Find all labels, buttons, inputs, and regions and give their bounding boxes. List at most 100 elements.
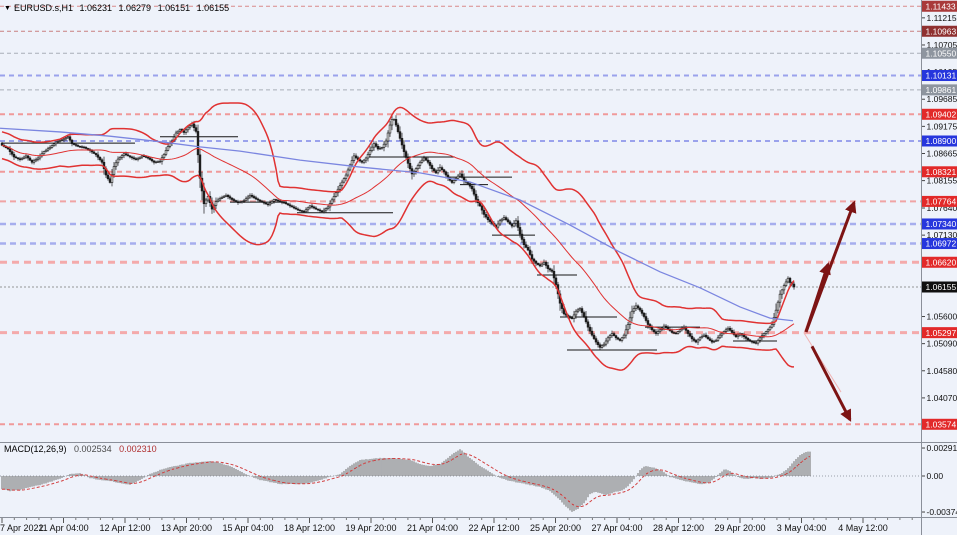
candle-body [330, 199, 334, 204]
price-level-badge-label: 1.08321 [926, 167, 957, 177]
candle-body [274, 199, 278, 201]
candle-body [120, 155, 124, 158]
time-label: 11 Apr 04:00 [38, 523, 88, 533]
macd-scale-label: 0.00 [927, 471, 944, 481]
candle-body [248, 194, 252, 198]
candle-body [684, 326, 688, 331]
candle-body [158, 160, 162, 163]
candle-body [788, 277, 792, 283]
down-arrow[interactable] [810, 345, 852, 422]
candle-body [280, 201, 284, 203]
candle-body [148, 157, 152, 160]
candle-body [678, 329, 682, 332]
candle-body [214, 201, 218, 206]
price-scale[interactable]: 1.112151.107051.101951.096851.091751.086… [921, 0, 957, 535]
candle-body [116, 158, 120, 164]
candle-body [372, 143, 376, 148]
candle-body [786, 277, 790, 283]
candle-body [498, 220, 502, 225]
slow-ma-line [0, 127, 794, 322]
price-tick-label: 1.05090 [927, 339, 957, 349]
candle-body [650, 326, 654, 331]
macd-histogram[interactable] [1, 449, 811, 512]
candle-body [474, 193, 478, 200]
candle-body [278, 200, 282, 203]
price-level-badge [922, 327, 957, 339]
candle-body [314, 207, 318, 210]
price-level-badge [922, 166, 957, 178]
candle-body [254, 197, 258, 200]
candle-body [734, 334, 738, 338]
candle-body [406, 157, 410, 164]
candle-body [548, 268, 552, 271]
macd-indicator-pane[interactable]: MACD(12,26,9) 0.002534 0.002310 [0, 442, 921, 518]
candle-body [44, 149, 48, 152]
price-chart-canvas[interactable] [0, 0, 921, 442]
candle-body [86, 148, 90, 150]
candle-body [750, 340, 754, 343]
candle-body [782, 285, 786, 291]
candle-body [652, 329, 656, 332]
candle-body [702, 334, 706, 337]
time-label: 27 Apr 04:00 [591, 523, 642, 533]
candle-body [500, 218, 504, 222]
candle-body [428, 161, 432, 166]
candle-body [260, 200, 264, 203]
candle-body [696, 339, 700, 343]
candle-body [522, 239, 526, 246]
candle-body [268, 202, 272, 206]
price-level-badge-label: 1.09402 [926, 109, 957, 119]
candle-body [692, 338, 696, 341]
candle-body [48, 147, 52, 150]
price-tick-label: 1.08155 [927, 176, 957, 186]
candle-body [346, 169, 350, 176]
candle-body [144, 156, 148, 158]
candle-body [242, 200, 246, 202]
candle-body [154, 161, 158, 164]
candle-body [282, 202, 286, 204]
candle-body [380, 147, 384, 149]
candle-body [540, 263, 544, 267]
candle-body [604, 340, 608, 345]
up-arrow-short[interactable] [804, 262, 831, 333]
candle-body [388, 124, 392, 134]
candle-body [590, 330, 594, 336]
candle-body [56, 141, 60, 143]
candle-body [602, 343, 606, 347]
candle-body [552, 271, 556, 279]
candle-body [622, 334, 626, 339]
candle-body [438, 167, 442, 171]
time-axis-bg[interactable] [0, 518, 921, 535]
candle-body [444, 171, 448, 176]
price-chart-pane[interactable]: ▼ EURUSD.s,H1 1.06231 1.06279 1.06151 1.0… [0, 0, 921, 442]
candle-body [188, 125, 192, 128]
candle-body [106, 174, 110, 180]
candle-body [530, 254, 534, 260]
candle-body [46, 148, 50, 151]
candlesticks[interactable] [0, 114, 796, 350]
macd-canvas[interactable] [0, 442, 921, 518]
candle-body [82, 146, 86, 149]
candle-body [484, 214, 488, 218]
candle-body [658, 329, 662, 332]
candle-body [126, 154, 130, 157]
candle-body [12, 153, 16, 158]
candle-body [142, 155, 146, 157]
forecast-arrows[interactable] [803, 200, 857, 422]
candle-body [424, 157, 428, 161]
candle-body [232, 199, 236, 201]
candle-body [374, 143, 378, 147]
candle-body [666, 327, 670, 330]
candle-body [632, 308, 636, 312]
candle-body [218, 198, 222, 201]
candle-body [640, 309, 644, 314]
price-tick-label: 1.11215 [927, 13, 957, 23]
candle-body [292, 206, 296, 209]
macd-signal-line [1, 453, 811, 508]
candle-body [588, 326, 592, 332]
ohlc-high: 1.06279 [118, 3, 152, 13]
candle-body [624, 329, 628, 336]
candle-body [68, 136, 72, 141]
time-label: 19 Apr 20:00 [345, 523, 396, 533]
